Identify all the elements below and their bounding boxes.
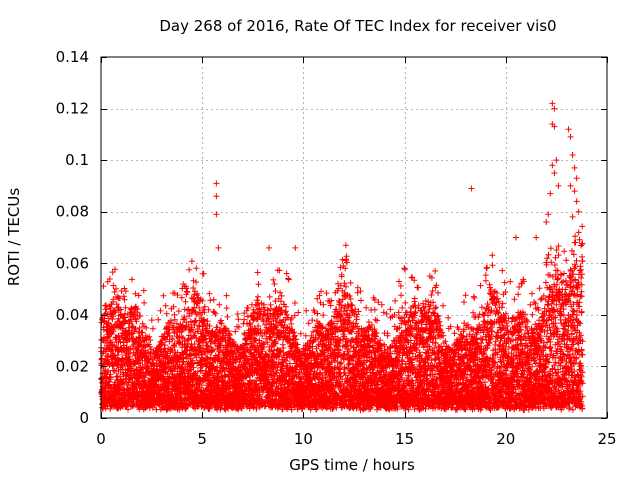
data-point xyxy=(569,151,576,158)
data-point xyxy=(545,211,552,218)
x-tick-label: 25 xyxy=(597,430,616,448)
y-tick-label: 0.12 xyxy=(56,100,89,118)
data-point xyxy=(571,164,578,171)
y-tick-labels: 0 0.02 0.04 0.06 0.08 0.1 0.12 0.14 xyxy=(56,48,89,427)
data-point xyxy=(567,182,574,189)
data-point xyxy=(575,229,582,236)
x-tick-label: 0 xyxy=(96,430,106,448)
y-tick-label: 0.1 xyxy=(65,151,89,169)
data-point xyxy=(213,211,220,218)
x-axis-label: GPS time / hours xyxy=(289,456,415,474)
data-point xyxy=(553,157,560,164)
data-points-bulk xyxy=(98,223,586,414)
axis-ticks xyxy=(101,57,608,419)
y-tick-label: 0.02 xyxy=(56,357,89,375)
x-tick-labels: 0 5 10 15 20 25 xyxy=(96,430,616,448)
y-tick-label: 0.08 xyxy=(56,203,89,221)
data-point xyxy=(567,133,574,140)
data-point xyxy=(551,105,558,112)
plot-frame xyxy=(100,56,608,419)
x-tick-label: 15 xyxy=(395,430,414,448)
data-point xyxy=(265,244,272,251)
data-point xyxy=(569,213,576,220)
data-point xyxy=(573,175,580,182)
data-point xyxy=(551,123,558,130)
x-tick-label: 10 xyxy=(294,430,313,448)
data-point xyxy=(573,198,580,205)
data-point xyxy=(549,162,556,169)
chart-title: Day 268 of 2016, Rate Of TEC Index for r… xyxy=(159,17,556,35)
data-point xyxy=(555,182,562,189)
data-point xyxy=(342,242,349,249)
data-point xyxy=(215,244,222,251)
data-point xyxy=(565,126,572,133)
y-tick-label: 0 xyxy=(79,409,89,427)
data-point xyxy=(292,244,299,251)
x-tick-label: 5 xyxy=(197,430,207,448)
data-point xyxy=(543,219,550,226)
y-tick-label: 0.14 xyxy=(56,48,89,66)
data-point xyxy=(571,188,578,195)
y-tick-label: 0.04 xyxy=(56,306,89,324)
data-point xyxy=(213,193,220,200)
y-axis-label: ROTI / TECUs xyxy=(5,188,23,286)
data-point xyxy=(575,208,582,215)
data-point xyxy=(512,234,519,241)
data-point xyxy=(549,100,556,107)
data-point xyxy=(468,185,475,192)
data-point xyxy=(533,234,540,241)
data-point xyxy=(213,180,220,187)
data-point xyxy=(547,190,554,197)
x-tick-label: 20 xyxy=(496,430,515,448)
data-point xyxy=(571,239,578,246)
y-tick-label: 0.06 xyxy=(56,254,89,272)
data-point xyxy=(551,170,558,177)
